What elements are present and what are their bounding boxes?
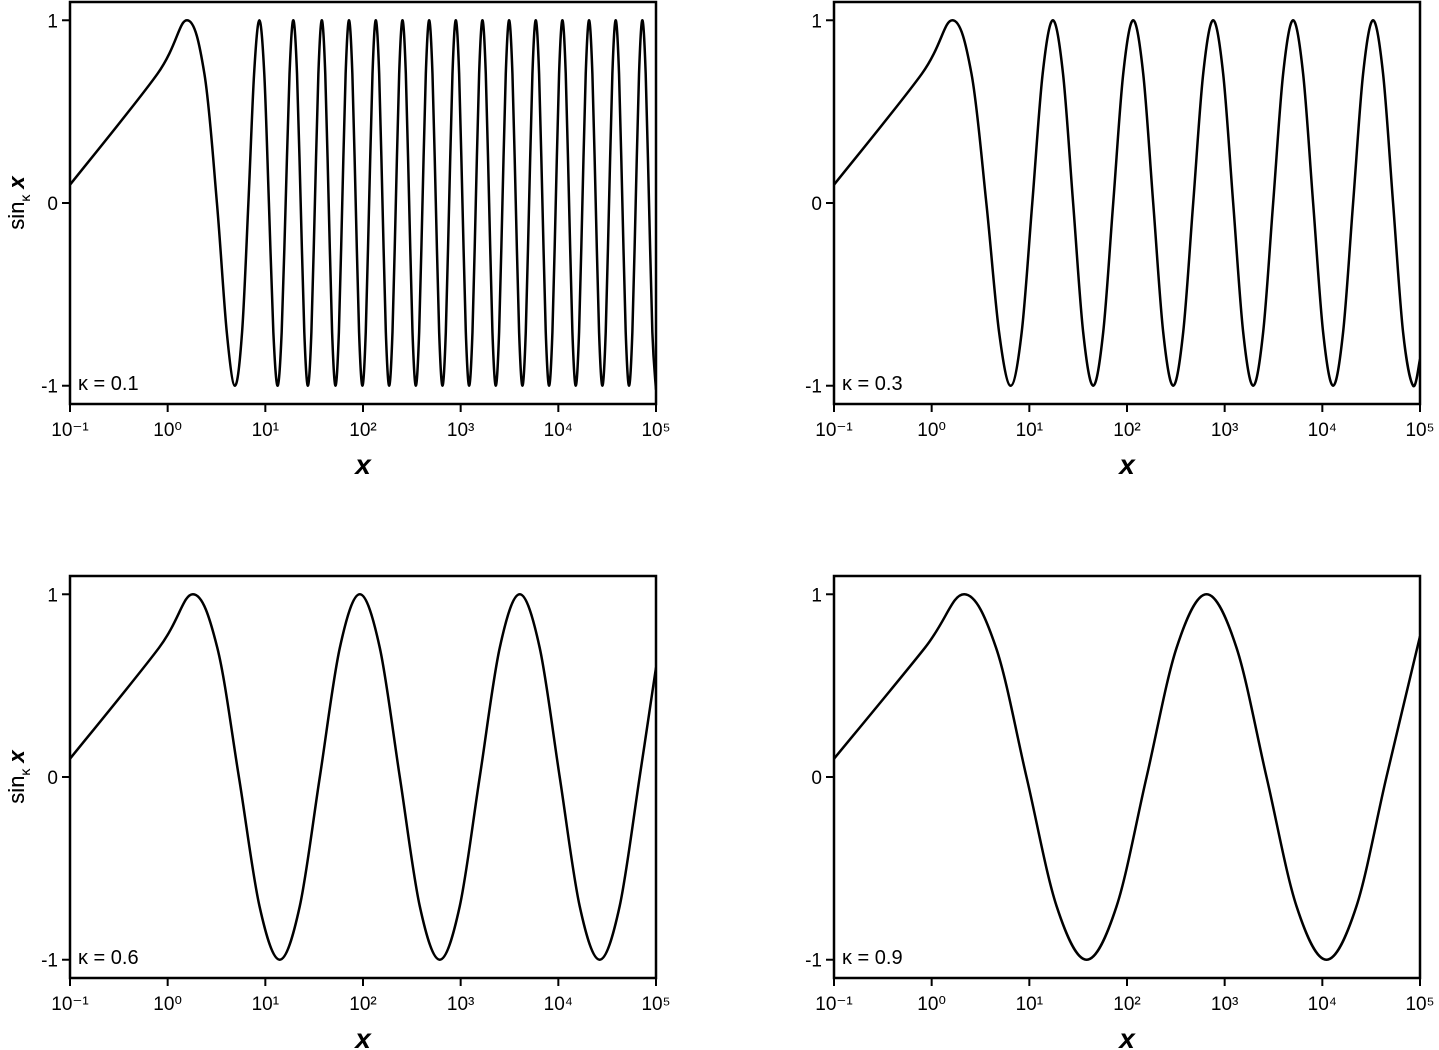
frame xyxy=(832,0,1422,406)
y-label-text: sin xyxy=(4,776,29,804)
x-tick-label: 10⁰ xyxy=(153,420,182,441)
plot-area xyxy=(70,593,656,961)
x-tick-label: 10⁴ xyxy=(1308,994,1337,1015)
y-tick-label: 1 xyxy=(47,585,58,606)
y-label-subscript: κ xyxy=(17,768,33,776)
x-tick-label: 10⁵ xyxy=(1405,420,1434,441)
x-axis-label: x xyxy=(353,1023,372,1050)
y-axis-label: sinκx xyxy=(4,176,33,230)
x-axis-label: x xyxy=(1117,449,1136,480)
curve xyxy=(70,593,656,961)
x-tick-label: 10² xyxy=(1113,420,1140,441)
x-tick-label: 10² xyxy=(1113,994,1140,1015)
y-axis-label: sinκx xyxy=(4,176,33,230)
y-tick-label: 1 xyxy=(47,11,58,32)
y-label-text: sin xyxy=(4,776,29,804)
y-tick-label: 0 xyxy=(47,194,58,215)
x-tick-label: 10⁰ xyxy=(917,994,946,1015)
x-tick-label: 10¹ xyxy=(1016,420,1043,441)
y-tick-label: -1 xyxy=(805,951,822,972)
plot-area xyxy=(834,593,1420,961)
x-tick-label: 10¹ xyxy=(1016,994,1043,1015)
x-tick-label: 10⁴ xyxy=(544,420,573,441)
y-tick-label: -1 xyxy=(805,377,822,398)
x-tick-label: 10⁵ xyxy=(641,420,670,441)
y-axis-label: sinκx xyxy=(4,750,33,804)
x-tick-label: 10¹ xyxy=(252,994,279,1015)
y-label-variable: x xyxy=(4,176,29,190)
curve xyxy=(834,19,1420,388)
x-tick-label: 10⁵ xyxy=(1405,994,1434,1015)
y-label-variable: x xyxy=(4,176,29,190)
y-tick-label: 0 xyxy=(47,768,58,789)
frame xyxy=(68,574,658,980)
y-tick-label: -1 xyxy=(41,377,58,398)
annotation: κ = 0.6 xyxy=(78,947,139,969)
y-label-subscript: κ xyxy=(17,768,33,776)
y-label-text: sin xyxy=(4,202,29,230)
y-label-subscript: κ xyxy=(17,194,33,202)
y-tick-label: 1 xyxy=(811,585,822,606)
y-axis-label: sinκx xyxy=(4,750,33,804)
annotation: κ = 0.3 xyxy=(842,373,903,395)
y-tick-label: -1 xyxy=(41,951,58,972)
x-tick-label: 10⁻¹ xyxy=(51,994,89,1015)
x-tick-label: 10³ xyxy=(1211,420,1238,441)
x-tick-label: 10³ xyxy=(447,420,474,441)
y-label-text: sin xyxy=(4,202,29,230)
frame xyxy=(832,574,1422,980)
plot-area xyxy=(70,19,656,391)
x-tick-label: 10⁴ xyxy=(1308,420,1337,441)
curve xyxy=(70,19,656,391)
annotation: κ = 0.9 xyxy=(842,947,903,969)
x-tick-label: 10⁰ xyxy=(153,994,182,1015)
x-tick-label: 10⁰ xyxy=(917,420,946,441)
x-tick-label: 10⁻¹ xyxy=(51,420,89,441)
x-tick-label: 10³ xyxy=(447,994,474,1015)
y-label-variable: x xyxy=(4,750,29,764)
x-tick-label: 10² xyxy=(349,994,376,1015)
x-tick-label: 10⁵ xyxy=(641,994,670,1015)
x-tick-label: 10¹ xyxy=(252,420,279,441)
y-tick-label: 1 xyxy=(811,11,822,32)
x-tick-label: 10⁻¹ xyxy=(815,420,853,441)
plot-area xyxy=(834,19,1420,388)
y-label-subscript: κ xyxy=(17,194,33,202)
y-label-variable: x xyxy=(4,750,29,764)
x-axis-label: x xyxy=(353,449,372,480)
x-tick-label: 10² xyxy=(349,420,376,441)
curve xyxy=(834,593,1420,961)
y-tick-label: 0 xyxy=(811,768,822,789)
x-tick-label: 10⁻¹ xyxy=(815,994,853,1015)
x-axis-label: x xyxy=(1117,1023,1136,1050)
x-tick-label: 10³ xyxy=(1211,994,1238,1015)
annotation: κ = 0.1 xyxy=(78,373,139,395)
x-tick-label: 10⁴ xyxy=(544,994,573,1015)
y-tick-label: 0 xyxy=(811,194,822,215)
